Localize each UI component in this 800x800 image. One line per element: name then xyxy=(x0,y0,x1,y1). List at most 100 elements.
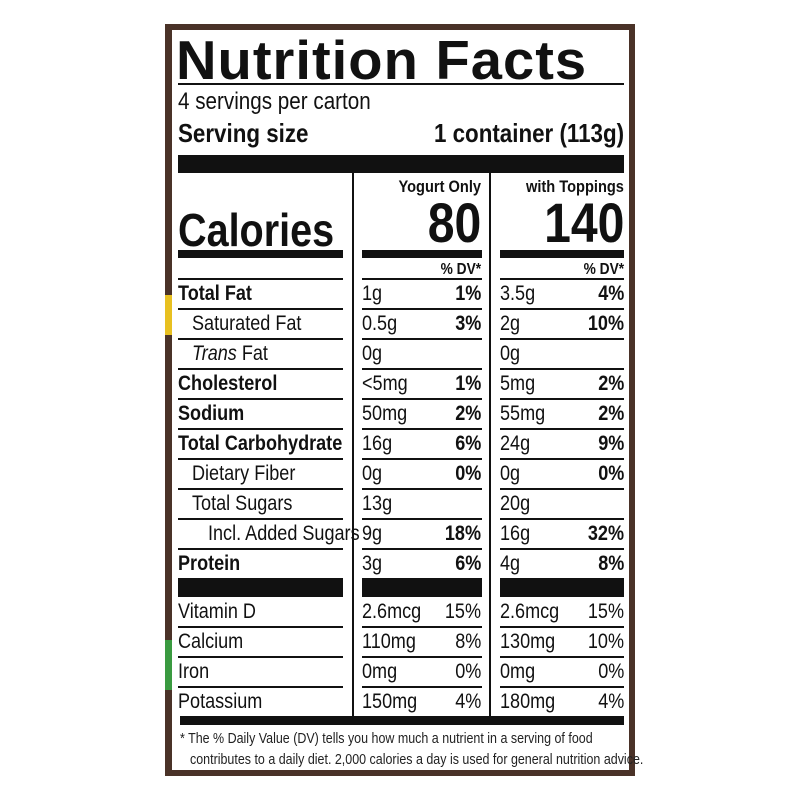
column-header-text: with Toppings xyxy=(526,177,624,196)
amount-with-toppings: 0g xyxy=(500,459,523,489)
dv-with-toppings-text: 10% xyxy=(587,630,624,653)
amount-with-toppings: 3.5g xyxy=(500,279,541,309)
amount-yogurt-only-text: <5mg xyxy=(362,372,408,395)
vitamin-bar xyxy=(362,578,482,597)
amount-yogurt-only: <5mg xyxy=(362,369,415,399)
amount-with-toppings: 2.6mcg xyxy=(500,597,569,627)
amount-with-toppings-text: 2g xyxy=(500,312,521,335)
divider xyxy=(178,83,624,85)
calories-label-text: Calories xyxy=(178,204,335,256)
nutrient-name: Total Fat xyxy=(178,279,264,309)
amount-yogurt-only-text: 0g xyxy=(362,342,383,365)
thick-divider xyxy=(180,716,624,725)
dv-yogurt-only-text: 3% xyxy=(454,312,481,335)
amount-yogurt-only: 9g xyxy=(362,519,385,549)
dv-yogurt-only: 3% xyxy=(451,309,481,339)
row-divider xyxy=(500,308,624,310)
row-divider xyxy=(362,398,482,400)
row-divider xyxy=(178,428,343,430)
nutrient-name-text: Incl. Added Sugars xyxy=(208,522,360,545)
nutrient-name-text: Total Sugars xyxy=(192,492,293,515)
amount-with-toppings: 55mg xyxy=(500,399,553,429)
dv-header-text: % DV* xyxy=(440,261,481,278)
row-divider xyxy=(178,686,343,688)
row-divider xyxy=(178,548,343,550)
amount-with-toppings-text: 130mg xyxy=(500,630,556,653)
row-divider xyxy=(500,368,624,370)
servings-text: 4 servings per carton xyxy=(178,88,371,115)
amount-with-toppings: 24g xyxy=(500,429,535,459)
amount-yogurt-only-text: 9g xyxy=(362,522,383,545)
row-divider xyxy=(500,488,624,490)
amount-with-toppings-text: 2.6mcg xyxy=(500,600,560,623)
dv-yogurt-only: 8% xyxy=(451,627,481,657)
dv-yogurt-only: 6% xyxy=(451,549,481,579)
calories-rule xyxy=(362,250,482,258)
row-divider xyxy=(500,428,624,430)
row-divider xyxy=(362,278,482,280)
amount-yogurt-only: 3g xyxy=(362,549,385,579)
dv-yogurt-only-text: 0% xyxy=(454,660,481,683)
column-header-text: Yogurt Only xyxy=(398,177,481,196)
dv-yogurt-only-text: 18% xyxy=(444,522,481,545)
dv-header: % DV* xyxy=(577,261,624,279)
amount-with-toppings: 180mg xyxy=(500,687,564,717)
row-divider xyxy=(178,368,343,370)
dv-yogurt-only-text: 1% xyxy=(454,282,481,305)
nutrient-name: Cholesterol xyxy=(178,369,294,399)
amount-with-toppings: 16g xyxy=(500,519,535,549)
serving-size-value: 1 container (113g) xyxy=(403,118,624,149)
nutrient-name-text: Vitamin D xyxy=(178,600,256,623)
footnote-line-1: * The % Daily Value (DV) tells you how m… xyxy=(180,731,660,747)
calories-yogurt-only: 80 xyxy=(419,190,481,255)
dv-header: % DV* xyxy=(434,261,481,279)
dv-with-toppings-text: 0% xyxy=(597,462,624,485)
nutrient-name-text: Potassium xyxy=(178,690,263,713)
dv-with-toppings: 15% xyxy=(582,597,624,627)
row-divider xyxy=(178,518,343,520)
row-divider xyxy=(178,656,343,658)
dv-with-toppings-text: 2% xyxy=(597,402,624,425)
amount-with-toppings: 4g xyxy=(500,549,523,579)
amount-with-toppings: 5mg xyxy=(500,369,541,399)
calories-rule xyxy=(500,250,624,258)
footnote-text: * The % Daily Value (DV) tells you how m… xyxy=(180,731,593,747)
thick-divider xyxy=(178,155,624,173)
dv-with-toppings-text: 9% xyxy=(597,432,624,455)
amount-with-toppings-text: 55mg xyxy=(500,402,546,425)
dv-yogurt-only: 0% xyxy=(451,657,481,687)
row-divider xyxy=(500,338,624,340)
dv-with-toppings: 10% xyxy=(582,627,624,657)
vitamin-bar xyxy=(500,578,624,597)
dv-yogurt-only-text: 1% xyxy=(454,372,481,395)
row-divider xyxy=(178,398,343,400)
amount-yogurt-only: 0.5g xyxy=(362,309,403,339)
row-divider xyxy=(500,548,624,550)
dv-yogurt-only-text: 6% xyxy=(454,552,481,575)
row-divider xyxy=(362,428,482,430)
amount-yogurt-only-text: 150mg xyxy=(362,690,418,713)
row-divider xyxy=(362,458,482,460)
nutrient-name-text: Sodium xyxy=(178,402,245,425)
dv-with-toppings-text: 32% xyxy=(587,522,624,545)
amount-yogurt-only: 0g xyxy=(362,459,385,489)
row-divider xyxy=(362,338,482,340)
package-green-edge xyxy=(165,640,172,690)
dv-yogurt-only-text: 4% xyxy=(454,690,481,713)
row-divider xyxy=(500,686,624,688)
nutrient-name: Potassium xyxy=(178,687,276,717)
row-divider xyxy=(500,398,624,400)
amount-yogurt-only: 1g xyxy=(362,279,385,309)
amount-yogurt-only: 13g xyxy=(362,489,397,519)
dv-with-toppings: 2% xyxy=(594,399,624,429)
dv-yogurt-only: 18% xyxy=(439,519,481,549)
dv-yogurt-only: 1% xyxy=(451,369,481,399)
row-divider xyxy=(362,626,482,628)
amount-with-toppings-text: 0g xyxy=(500,342,521,365)
serving-size-label: Serving size xyxy=(178,118,330,149)
amount-with-toppings-text: 20g xyxy=(500,492,531,515)
row-divider xyxy=(362,518,482,520)
dv-with-toppings-text: 4% xyxy=(597,690,624,713)
servings-per-container: 4 servings per carton xyxy=(178,88,402,116)
dv-with-toppings-text: 8% xyxy=(597,552,624,575)
